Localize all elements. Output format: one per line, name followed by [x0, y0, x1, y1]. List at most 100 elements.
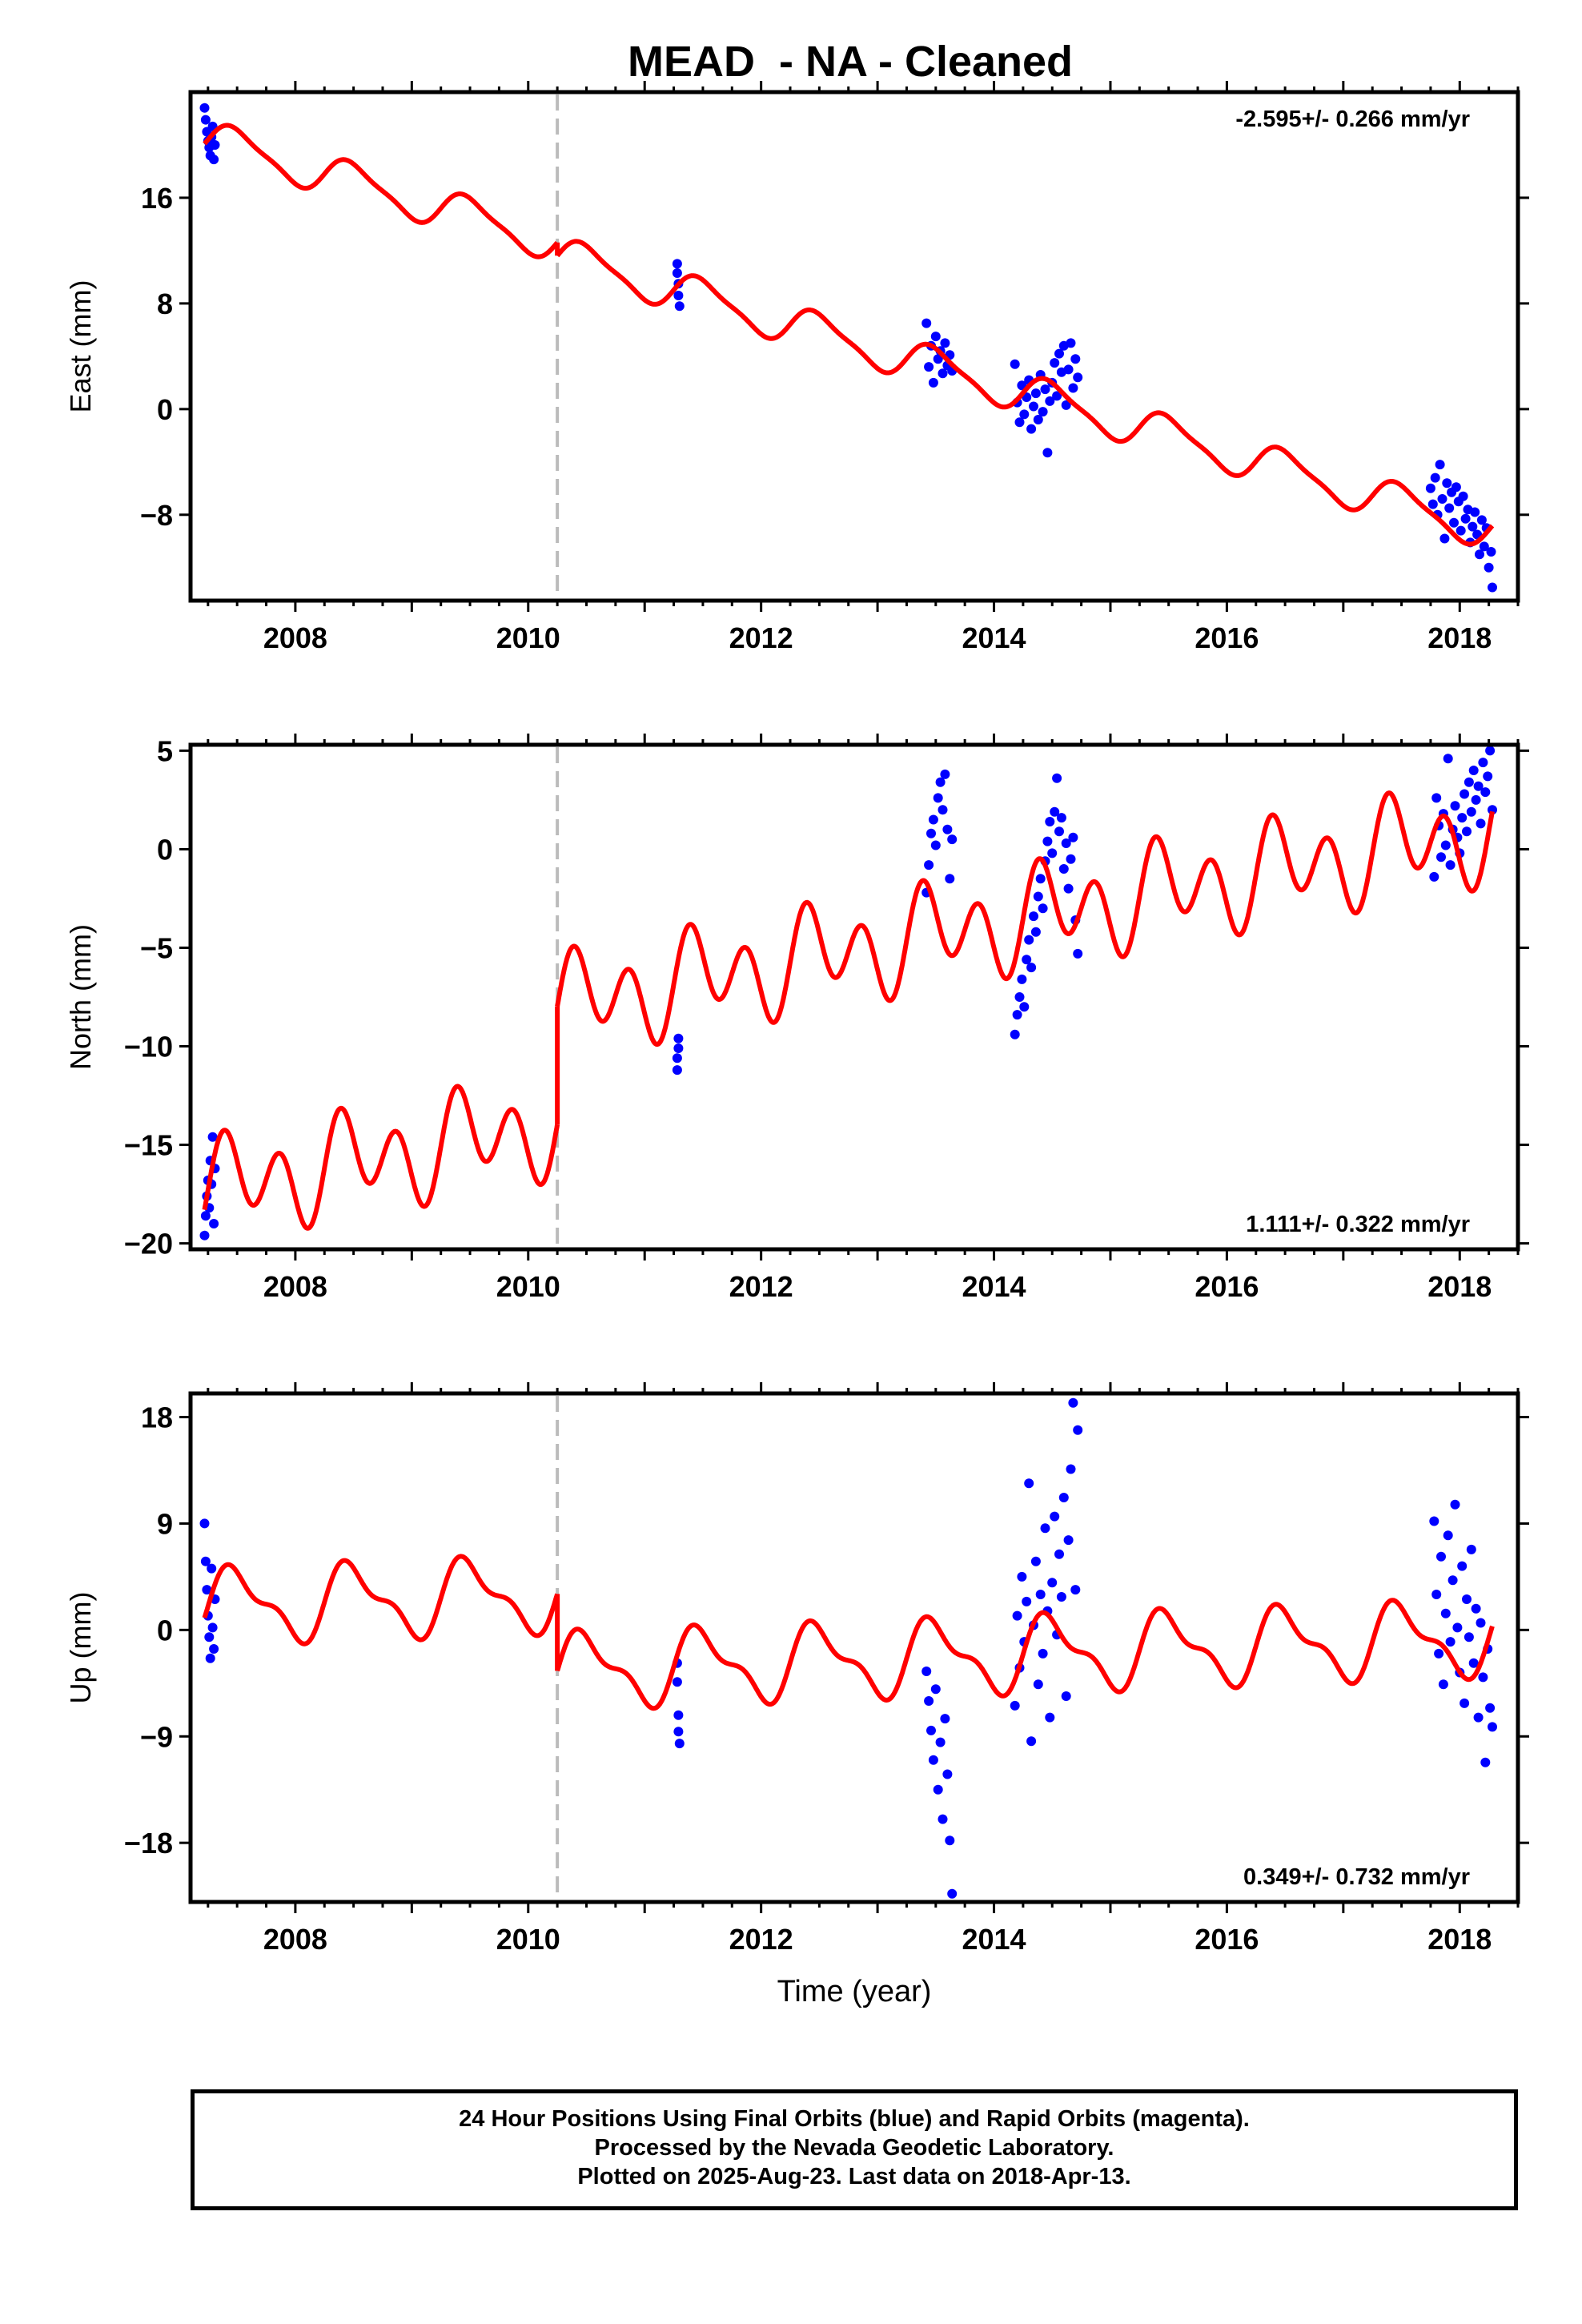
data-point [205, 1653, 215, 1663]
data-point [672, 259, 682, 269]
data-point [1439, 533, 1450, 544]
data-point [1464, 1632, 1474, 1642]
data-point [928, 377, 938, 388]
data-point [930, 1684, 941, 1695]
data-point [1047, 848, 1058, 858]
data-point [672, 1053, 682, 1063]
data-point [202, 1585, 212, 1595]
chart-title: MEAD - NA - Cleaned [628, 38, 1073, 86]
data-point [1042, 836, 1053, 846]
data-point [1022, 955, 1032, 965]
data-point [1026, 424, 1037, 434]
data-point [942, 824, 953, 834]
data-point [1042, 448, 1053, 458]
data-point [199, 1518, 210, 1529]
data-point [1010, 1029, 1020, 1039]
panel-up: 2008 2010 2012 2014 2016 2018 −18 −9 0 9 18 Up (mm)… [64, 1382, 1529, 2008]
data-point [673, 1033, 684, 1043]
data-point [209, 155, 219, 165]
model-fit-line-post-offset [555, 790, 1495, 1047]
data-point [1484, 562, 1494, 573]
data-point [935, 777, 946, 787]
data-point [1024, 935, 1034, 945]
data-point [1056, 1592, 1066, 1602]
data-point [926, 828, 936, 838]
y-tick-label: 8 [157, 287, 173, 320]
data-point [1473, 781, 1484, 791]
data-point [926, 1725, 936, 1735]
data-point [938, 368, 948, 379]
data-point [674, 301, 685, 312]
plot-frame [188, 742, 1520, 1252]
x-tick-label: 2012 [729, 1923, 793, 1956]
data-point [921, 1667, 932, 1676]
data-point [1038, 1648, 1048, 1659]
data-point [1480, 787, 1491, 798]
data-point [1436, 852, 1446, 862]
data-point [1429, 1516, 1439, 1526]
y-tick-label: −8 [140, 499, 173, 532]
data-point [1476, 1618, 1486, 1628]
data-point [1470, 507, 1480, 517]
x-tick-label: 2016 [1195, 621, 1259, 654]
data-point [1066, 338, 1076, 348]
data-point [1442, 478, 1452, 489]
data-point [1457, 1561, 1468, 1571]
data-point [204, 1632, 215, 1642]
y-tick-label: −18 [124, 1827, 173, 1860]
data-point [200, 1211, 211, 1221]
data-point [1026, 1736, 1037, 1747]
data-point [1050, 358, 1060, 368]
data-point [1464, 777, 1474, 787]
y-tick-label: 0 [157, 833, 173, 866]
y-tick-label: −9 [140, 1720, 173, 1753]
footer-caption-box: 24 Hour Positions Using Final Orbits (bl… [191, 2089, 1518, 2210]
data-point [1466, 806, 1476, 817]
data-point [1073, 948, 1083, 959]
data-point [672, 1065, 682, 1076]
plot-frame [188, 1391, 1520, 1904]
data-point [1438, 1679, 1448, 1690]
data-point [1061, 1691, 1071, 1701]
velocity-annotation: 0.349+/- 0.732 mm/yr [1243, 1864, 1470, 1890]
data-point [210, 140, 220, 150]
data-point [1045, 817, 1055, 826]
x-tick-label: 2008 [263, 621, 327, 654]
x-tick-label: 2016 [1195, 1270, 1259, 1303]
data-point [1450, 1499, 1460, 1510]
data-point [1070, 1585, 1081, 1595]
data-point [930, 332, 941, 342]
data-point [1476, 515, 1487, 525]
model-fit-line-pre-offset [202, 1084, 560, 1231]
data-points [199, 103, 1497, 593]
data-point [1035, 874, 1046, 884]
data-point [928, 1755, 938, 1765]
data-point [1480, 1757, 1491, 1767]
data-point [1449, 517, 1459, 528]
y-tick-label: −10 [124, 1031, 173, 1063]
footer-line-plotted: Plotted on 2025-Aug-23. Last data on 201… [577, 2164, 1131, 2189]
data-point [1436, 1551, 1446, 1562]
data-point [924, 1696, 934, 1706]
data-point [1030, 927, 1041, 937]
data-point [199, 1230, 210, 1240]
data-point [1479, 541, 1489, 552]
x-tick-label: 2014 [962, 1923, 1026, 1956]
data-point [1012, 1010, 1022, 1020]
data-point [1063, 883, 1074, 894]
data-point [1073, 372, 1083, 383]
y-tick-label: −5 [140, 931, 173, 964]
data-point [1029, 911, 1038, 922]
model-fit-line-pre-offset [203, 123, 560, 259]
data-point [1427, 499, 1438, 509]
data-point [933, 1784, 943, 1795]
panel-east: 2008 2010 2012 2014 2016 2018 −8 0 8 16 East (mm) -… [64, 81, 1529, 654]
data-point [1440, 840, 1451, 850]
data-point [1045, 1712, 1055, 1723]
data-point [1430, 472, 1440, 483]
y-tick-label: 16 [141, 182, 173, 215]
data-point [1443, 1530, 1453, 1541]
x-tick-label: 2010 [496, 621, 560, 654]
plot-frame [188, 90, 1520, 603]
x-tick-label: 2018 [1427, 1923, 1492, 1956]
